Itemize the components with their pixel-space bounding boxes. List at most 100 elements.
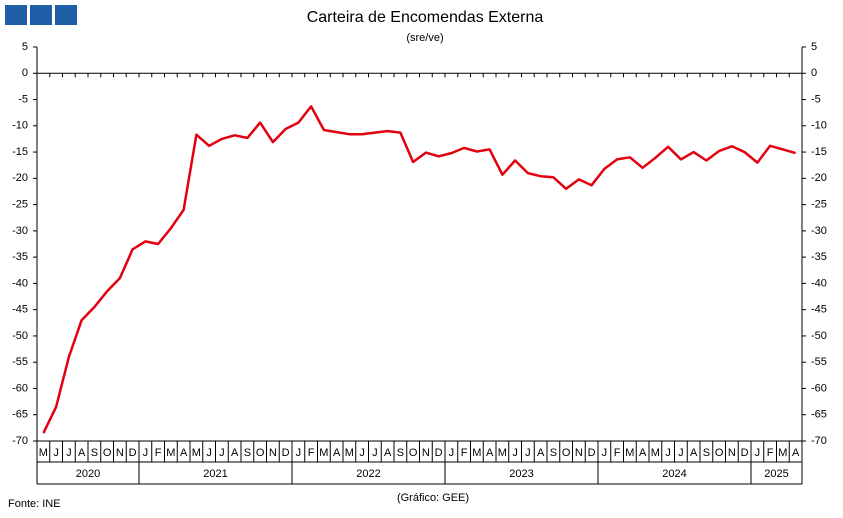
y2-tick-label: -65: [811, 409, 827, 421]
y-tick-label: -45: [12, 304, 28, 316]
y-tick-label: -35: [12, 251, 28, 263]
logo-square: [30, 5, 52, 25]
x-tick-label: M: [625, 447, 634, 459]
x-tick-label: O: [409, 447, 418, 459]
y2-tick-label: -60: [811, 382, 827, 394]
x-tick-label: F: [155, 447, 162, 459]
x-tick-label: M: [319, 447, 328, 459]
x-tick-label: J: [66, 447, 72, 459]
y2-tick-label: -35: [811, 251, 827, 263]
x-tick-label: F: [308, 447, 315, 459]
year-label: 2024: [662, 468, 686, 480]
year-label: 2025: [764, 468, 788, 480]
y-tick-label: -15: [12, 146, 28, 158]
y2-tick-label: -5: [811, 93, 821, 105]
x-tick-label: S: [91, 447, 98, 459]
y2-tick-label: -55: [811, 356, 827, 368]
x-tick-label: D: [588, 447, 596, 459]
x-tick-label: J: [372, 447, 378, 459]
x-tick-label: A: [78, 447, 86, 459]
x-tick-label: M: [472, 447, 481, 459]
year-label: 2023: [509, 468, 533, 480]
x-tick-label: O: [256, 447, 265, 459]
x-tick-label: D: [741, 447, 749, 459]
y2-tick-label: -10: [811, 120, 827, 132]
x-tick-label: A: [639, 447, 647, 459]
x-tick-label: M: [498, 447, 507, 459]
y-tick-label: -10: [12, 120, 28, 132]
y-tick-label: -65: [12, 409, 28, 421]
x-tick-label: J: [755, 447, 761, 459]
y2-tick-label: -15: [811, 146, 827, 158]
logo-square: [55, 5, 77, 25]
y2-tick-label: -50: [811, 330, 827, 342]
x-tick-label: N: [422, 447, 430, 459]
x-tick-label: J: [678, 447, 684, 459]
x-tick-label: O: [562, 447, 571, 459]
x-tick-label: S: [550, 447, 557, 459]
x-tick-label: M: [651, 447, 660, 459]
x-tick-label: A: [180, 447, 188, 459]
x-tick-label: S: [244, 447, 251, 459]
y2-tick-label: -40: [811, 277, 827, 289]
y2-tick-label: 5: [811, 41, 817, 53]
x-tick-label: M: [778, 447, 787, 459]
x-tick-label: M: [39, 447, 48, 459]
x-tick-label: M: [192, 447, 201, 459]
year-label: 2021: [203, 468, 227, 480]
x-tick-label: O: [103, 447, 112, 459]
y2-tick-label: -20: [811, 172, 827, 184]
x-tick-label: A: [384, 447, 392, 459]
x-tick-label: N: [728, 447, 736, 459]
x-tick-label: D: [282, 447, 290, 459]
x-tick-label: J: [525, 447, 531, 459]
chart-subtitle: (sre/ve): [406, 32, 443, 44]
y2-tick-label: -25: [811, 199, 827, 211]
x-tick-label: F: [767, 447, 774, 459]
y-tick-label: -20: [12, 172, 28, 184]
x-tick-label: N: [269, 447, 277, 459]
y-tick-label: -70: [12, 435, 28, 447]
x-tick-label: N: [116, 447, 124, 459]
series-line: [42, 105, 796, 434]
x-tick-label: J: [665, 447, 671, 459]
x-tick-label: A: [231, 447, 239, 459]
credit: (Gráfico: GEE): [397, 492, 469, 504]
y-tick-label: -50: [12, 330, 28, 342]
x-tick-label: J: [359, 447, 365, 459]
y2-tick-label: -45: [811, 304, 827, 316]
x-tick-label: S: [703, 447, 710, 459]
year-label: 2022: [356, 468, 380, 480]
y-tick-label: -30: [12, 225, 28, 237]
year-label: 2020: [76, 468, 100, 480]
y2-tick-label: -30: [811, 225, 827, 237]
source: Fonte: INE: [8, 498, 61, 510]
x-tick-label: F: [614, 447, 621, 459]
x-tick-label: A: [486, 447, 494, 459]
x-tick-label: J: [449, 447, 455, 459]
y-tick-label: -55: [12, 356, 28, 368]
x-tick-label: J: [206, 447, 212, 459]
x-tick-label: J: [602, 447, 608, 459]
y-tick-label: -25: [12, 199, 28, 211]
y-tick-label: -40: [12, 277, 28, 289]
y-tick-label: -5: [18, 93, 28, 105]
x-tick-label: S: [397, 447, 404, 459]
logo-square: [5, 5, 27, 25]
x-tick-label: D: [129, 447, 137, 459]
x-tick-label: A: [333, 447, 341, 459]
x-tick-label: J: [53, 447, 59, 459]
x-tick-label: J: [512, 447, 518, 459]
x-tick-label: A: [537, 447, 545, 459]
y-tick-label: 0: [22, 67, 28, 79]
y-tick-label: 5: [22, 41, 28, 53]
x-tick-label: M: [345, 447, 354, 459]
x-tick-label: D: [435, 447, 443, 459]
chart-title: Carteira de Encomendas Externa: [307, 9, 544, 26]
x-tick-label: M: [166, 447, 175, 459]
x-tick-label: F: [461, 447, 468, 459]
x-tick-label: J: [143, 447, 149, 459]
x-tick-label: A: [690, 447, 698, 459]
x-tick-label: J: [219, 447, 225, 459]
